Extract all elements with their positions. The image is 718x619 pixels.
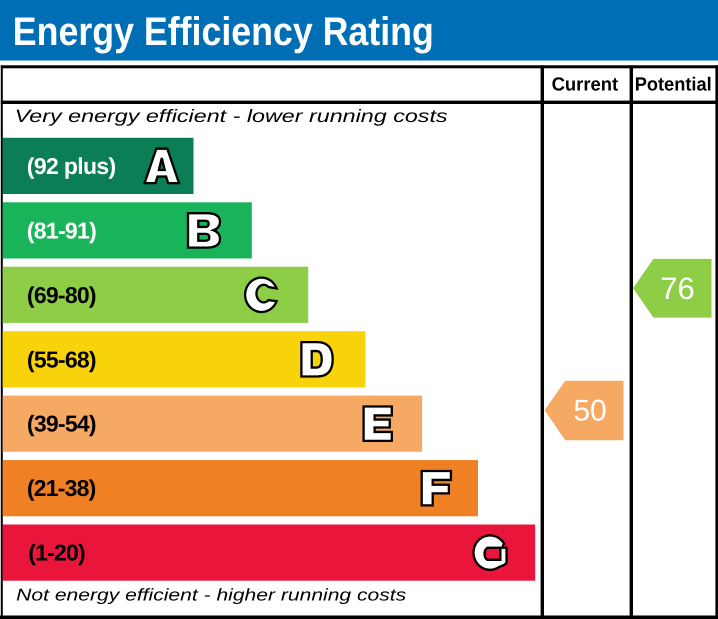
svg-text:(1-20): (1-20) (28, 540, 85, 566)
svg-text:Very energy efficient - lower: Very energy efficient - lower running co… (15, 106, 448, 126)
svg-text:Energy Efficiency Rating: Energy Efficiency Rating (13, 10, 434, 54)
svg-text:50: 50 (573, 395, 606, 428)
svg-text:(92 plus): (92 plus) (27, 153, 116, 179)
svg-text:(55-68): (55-68) (27, 346, 97, 372)
svg-text:(39-54): (39-54) (27, 411, 97, 437)
svg-text:Not energy efficient - higher: Not energy efficient - higher running co… (16, 586, 407, 605)
svg-text:(21-38): (21-38) (27, 475, 96, 501)
svg-text:76: 76 (660, 271, 694, 306)
svg-text:(69-80): (69-80) (27, 282, 97, 308)
svg-text:(81-91): (81-91) (27, 217, 97, 243)
svg-text:Current: Current (552, 74, 619, 95)
svg-text:Potential: Potential (635, 74, 712, 95)
